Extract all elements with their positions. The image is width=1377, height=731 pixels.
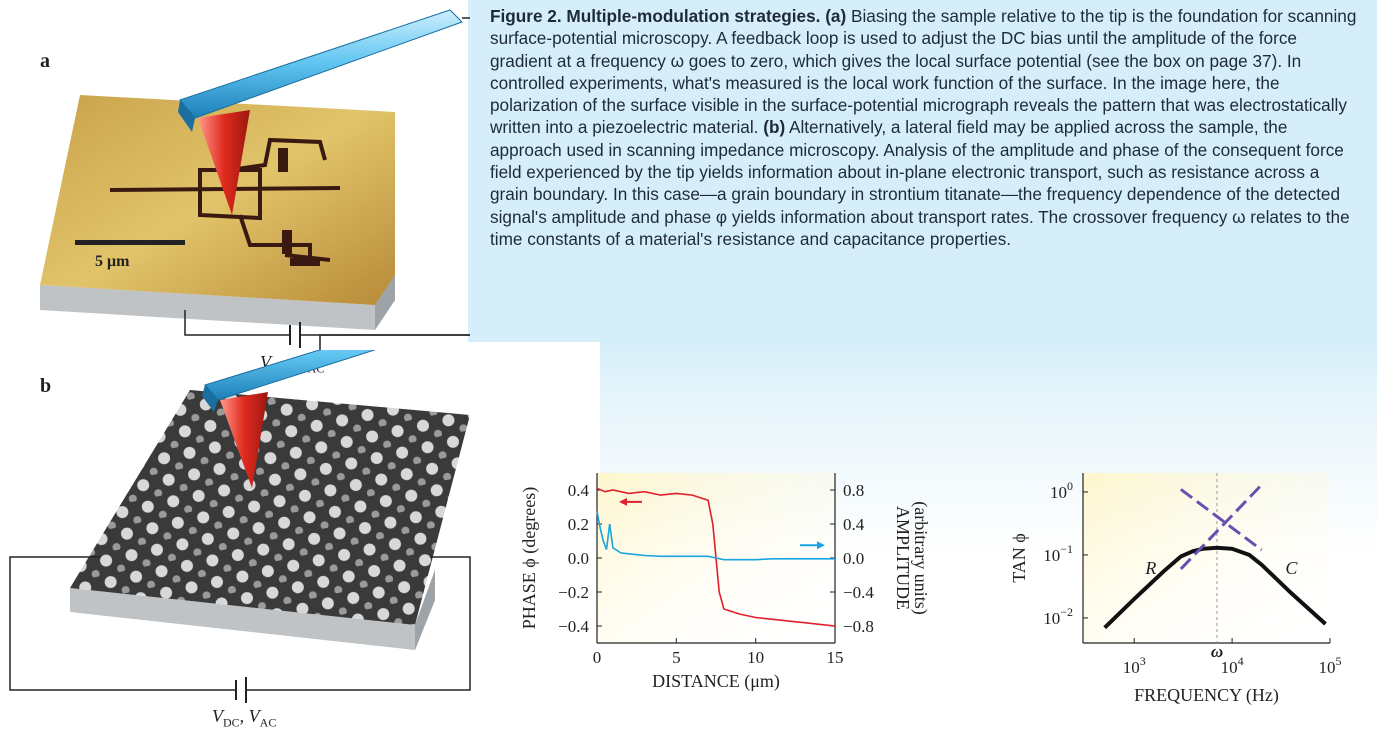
sample-surface-b bbox=[70, 390, 470, 625]
cantilever-b bbox=[204, 350, 377, 401]
panel-letter-b: b bbox=[40, 375, 52, 397]
x-tick-label: 0 bbox=[593, 648, 602, 667]
scale-bar-label: 5 μm bbox=[95, 253, 130, 270]
y2-tick-label: −0.4 bbox=[843, 583, 874, 602]
cantilever-a bbox=[179, 9, 463, 119]
y-tick-label: 10−2 bbox=[1043, 605, 1073, 628]
x-tick-label: 103 bbox=[1123, 654, 1146, 677]
x-tick-label: 105 bbox=[1319, 654, 1342, 677]
bias-label-b: VDC, VAC bbox=[212, 706, 277, 730]
y-axis-label: TAN ϕ bbox=[1009, 533, 1029, 583]
pattern-pads bbox=[278, 148, 320, 266]
caption-label-a: (a) bbox=[825, 6, 847, 26]
annotation-omega: ω bbox=[1211, 642, 1223, 661]
plot-area bbox=[1083, 473, 1330, 643]
bias-circuit-b bbox=[9, 556, 236, 691]
x-tick-label: 15 bbox=[827, 648, 844, 667]
panel-a-illustration: 5 μm bbox=[40, 9, 470, 350]
figure-caption: Figure 2. Multiple-modulation strategies… bbox=[490, 5, 1360, 250]
y2-axis-sublabel: (arbitrary units) bbox=[910, 501, 931, 614]
caption-text-a: Biasing the sample relative to the tip i… bbox=[490, 6, 1357, 138]
y2-tick-label: 0.0 bbox=[843, 549, 864, 568]
x-axis-label: FREQUENCY (Hz) bbox=[1134, 685, 1279, 706]
x-axis-label: DISTANCE (μm) bbox=[652, 671, 780, 692]
tip-b bbox=[220, 392, 268, 488]
asymptote-line bbox=[1179, 488, 1263, 552]
sample-slab-side-b bbox=[70, 570, 435, 650]
x-tick-label: 10 bbox=[747, 648, 764, 667]
tan-phi-series-line bbox=[1103, 545, 1327, 630]
y-tick-label: 0.4 bbox=[568, 481, 590, 500]
y-tick-label: 100 bbox=[1050, 479, 1073, 502]
phase-amplitude-chart: 0 5 10 15 0.4 0.2 0.0 −0.2 −0.4 0.8 0.4 0.0 −0.4 −0.8… bbox=[519, 473, 931, 692]
y2-axis-label: AMPLITUDE bbox=[893, 506, 913, 610]
y2-tick-label: −0.8 bbox=[843, 617, 874, 636]
y-tick-label: 10−1 bbox=[1043, 542, 1073, 565]
annotation-c: C bbox=[1285, 558, 1298, 578]
caption-title: Figure 2. Multiple-modulation strategies… bbox=[490, 6, 821, 26]
sample-surface-a bbox=[40, 95, 395, 305]
phase-series-line bbox=[596, 487, 836, 627]
y-tick-label: −0.4 bbox=[558, 617, 589, 636]
tan-phi-chart: 103 104 105 100 10−1 10−2 FREQUENCY (Hz) TAN ϕ… bbox=[1009, 473, 1342, 706]
y-axis-label: PHASE ϕ (degrees) bbox=[519, 487, 540, 629]
y-tick-label: 0.0 bbox=[568, 549, 589, 568]
tip-a bbox=[198, 110, 250, 215]
sample-slab-side-a bbox=[40, 275, 395, 330]
caption-label-b: (b) bbox=[763, 117, 786, 138]
amplitude-axis-arrowhead bbox=[817, 541, 825, 550]
y2-tick-label: 0.8 bbox=[843, 481, 864, 500]
caption-text-b: Alternatively, a lateral field may be ap… bbox=[490, 117, 1350, 249]
x-tick-label: 104 bbox=[1221, 654, 1244, 677]
amplitude-series-line bbox=[596, 511, 835, 561]
y-tick-label: 0.2 bbox=[568, 515, 589, 534]
caption-background bbox=[468, 0, 1377, 342]
panel-letter-a: a bbox=[40, 50, 50, 72]
annotation-r: R bbox=[1144, 558, 1156, 578]
y2-tick-label: 0.4 bbox=[843, 515, 865, 534]
phase-axis-arrowhead bbox=[619, 497, 627, 506]
scale-bar bbox=[75, 240, 185, 245]
y-tick-label: −0.2 bbox=[558, 583, 589, 602]
panel-b-illustration bbox=[9, 350, 471, 703]
x-tick-label: 5 bbox=[672, 648, 681, 667]
bias-circuit-a bbox=[319, 17, 470, 350]
